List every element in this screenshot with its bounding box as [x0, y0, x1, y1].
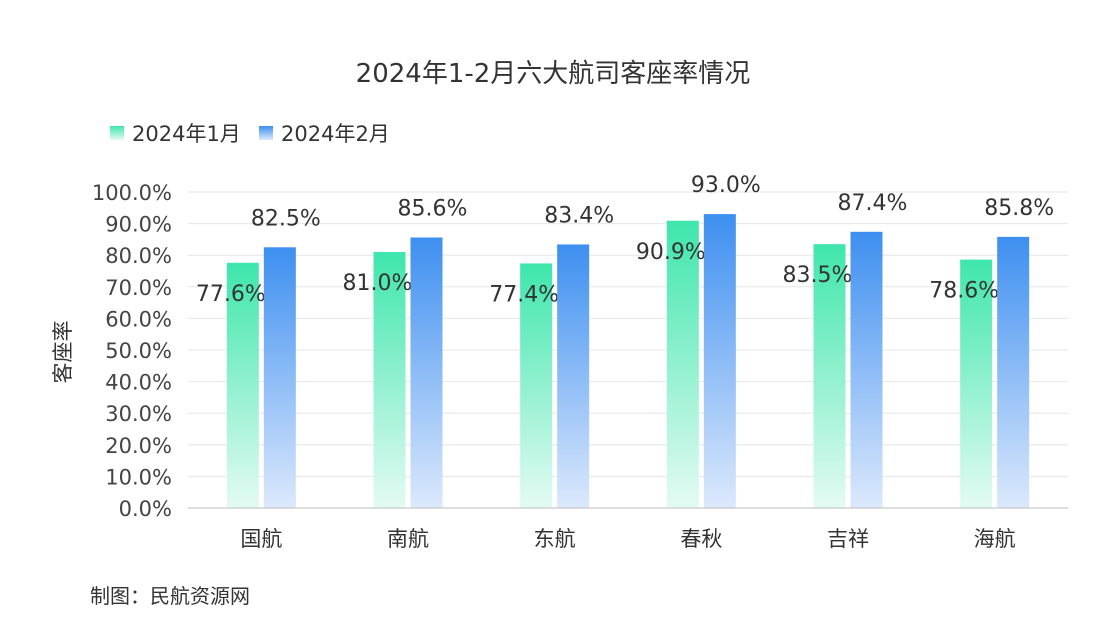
bar: [410, 237, 443, 508]
x-tick-label: 东航: [534, 527, 576, 551]
x-tick-label: 海航: [974, 527, 1016, 551]
data-label: 77.6%: [196, 282, 266, 307]
bar: [960, 259, 993, 508]
x-tick-label: 南航: [387, 527, 429, 551]
y-tick-label: 90.0%: [105, 213, 172, 237]
legend-swatch: [259, 126, 273, 140]
data-label: 83.4%: [544, 203, 614, 228]
y-tick-label: 10.0%: [105, 465, 172, 489]
bar: [850, 231, 883, 509]
bar: [557, 244, 590, 508]
data-label: 93.0%: [691, 173, 761, 198]
x-tick-label: 国航: [240, 527, 282, 551]
bar: [703, 214, 736, 508]
bar: [666, 220, 699, 509]
bar: [813, 244, 846, 508]
data-label: 87.4%: [838, 191, 908, 216]
bar: [997, 236, 1030, 508]
y-tick-label: 30.0%: [105, 402, 172, 426]
data-label: 85.6%: [398, 197, 468, 222]
data-label: 83.5%: [783, 263, 853, 288]
y-tick-label: 70.0%: [105, 276, 172, 300]
y-axis-ticks: 0.0% 10.0% 20.0% 30.0% 40.0% 50.0% 60.0% 70.0% 8…: [92, 181, 172, 521]
x-tick-label: 春秋: [680, 527, 722, 551]
y-tick-label: 0.0%: [119, 497, 172, 521]
y-tick-label: 50.0%: [105, 339, 172, 363]
data-label: 82.5%: [251, 206, 321, 231]
y-axis-label: 客座率: [51, 321, 75, 384]
x-tick-label: 吉祥: [827, 527, 869, 551]
y-tick-label: 60.0%: [105, 307, 172, 331]
data-label: 85.8%: [984, 196, 1054, 221]
x-axis-categories: 国航 南航 东航 春秋 吉祥 海航: [240, 527, 1015, 551]
legend-label: 2024年1月: [132, 122, 241, 146]
bar: [263, 247, 296, 509]
y-tick-label: 20.0%: [105, 434, 172, 458]
bar: [520, 263, 553, 508]
data-label: 81.0%: [343, 271, 413, 296]
y-tick-label: 80.0%: [105, 244, 172, 268]
y-tick-label: 100.0%: [92, 181, 172, 205]
bars: 77.6% 82.5% 81.0% 85.6% 77.4% 83.4% 90.9% 93.0%…: [196, 173, 1054, 509]
data-label: 78.6%: [929, 279, 999, 304]
y-tick-label: 40.0%: [105, 371, 172, 395]
bar: [226, 262, 259, 508]
data-label: 77.4%: [489, 282, 559, 307]
bar: [373, 252, 406, 508]
gridlines: [188, 191, 1068, 477]
data-label: 90.9%: [636, 240, 706, 265]
chart-title: 2024年1-2月六大航司客座率情况: [356, 59, 751, 89]
legend-label: 2024年2月: [281, 122, 390, 146]
legend: 2024年1月 2024年2月: [110, 122, 390, 146]
source-credit: 制图：民航资源网: [90, 584, 250, 608]
legend-swatch: [110, 126, 124, 140]
